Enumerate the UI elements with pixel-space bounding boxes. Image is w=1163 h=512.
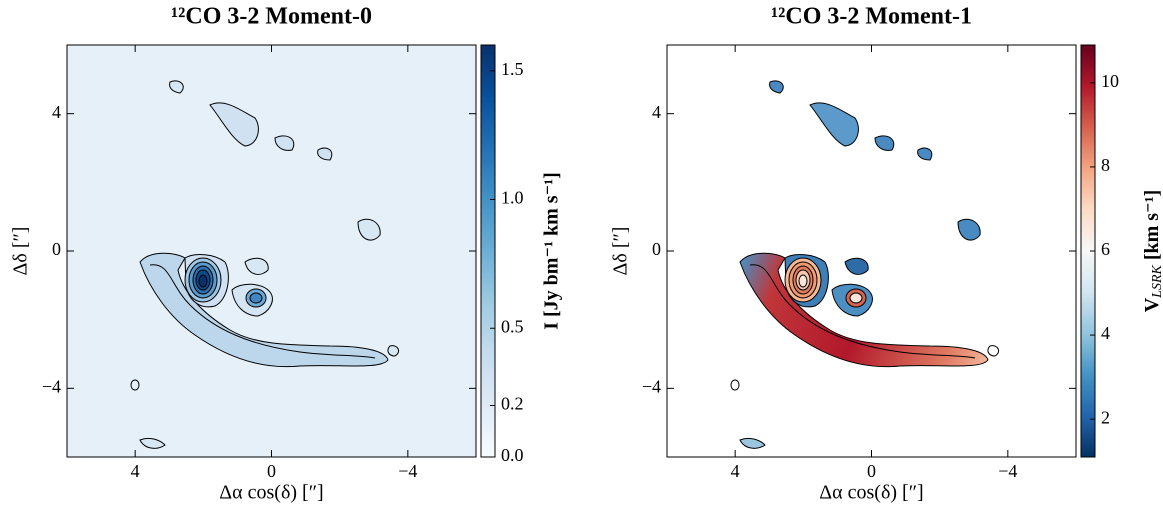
colorbar-tick-label: 1.0 xyxy=(501,188,524,208)
x-tick-label: 4 xyxy=(731,461,740,481)
colorbar-label: VLSRK [km s⁻¹] xyxy=(1141,190,1163,313)
colorbar-tick-label: 8 xyxy=(1101,155,1110,175)
colorbar-label: I [Jy bm⁻¹ km s⁻¹] xyxy=(541,172,563,330)
colorbar-label-main: V xyxy=(1141,297,1163,312)
x-axis-label: Δα cos(δ) [″] xyxy=(819,482,923,504)
y-tick-label: 0 xyxy=(652,239,661,259)
chart-title: ¹²CO 3-2 Moment-0 xyxy=(171,4,372,30)
y-tick-label: −4 xyxy=(42,376,61,396)
colorbar-tick-label: 0.0 xyxy=(501,445,524,465)
colorbar-label-sub: LSRK xyxy=(1150,265,1163,299)
map-right xyxy=(730,80,1000,449)
y-tick-label: 0 xyxy=(52,239,61,259)
map-background xyxy=(67,45,476,457)
colorbar-tick-label: 4 xyxy=(1101,323,1110,343)
y-tick-label: −4 xyxy=(642,376,661,396)
chart-title: ¹²CO 3-2 Moment-1 xyxy=(771,4,972,30)
x-tick-label: 0 xyxy=(267,461,276,481)
colorbar-label-unit: [km s⁻¹] xyxy=(1141,190,1163,265)
x-tick-label: −4 xyxy=(398,461,417,481)
colorbar-tick-label: 0.2 xyxy=(501,394,524,414)
y-tick-label: 4 xyxy=(652,102,661,122)
plot-frame xyxy=(666,44,1077,458)
colorbar-tick-label: 2 xyxy=(1101,407,1110,427)
y-axis-label: Δδ [″] xyxy=(10,227,32,276)
x-tick-label: 4 xyxy=(131,461,140,481)
x-axis-label: Δα cos(δ) [″] xyxy=(219,482,323,504)
colorbar-tick-label: 10 xyxy=(1101,71,1119,91)
map-left xyxy=(130,80,400,449)
x-tick-label: 0 xyxy=(867,461,876,481)
y-tick-label: 4 xyxy=(52,102,61,122)
y-axis-label: Δδ [″] xyxy=(610,227,632,276)
colorbar-tick-label: 1.5 xyxy=(501,59,524,79)
colorbar-tick-label: 0.5 xyxy=(501,316,524,336)
x-tick-label: −4 xyxy=(998,461,1017,481)
colorbar xyxy=(480,44,496,458)
colorbar-tick-label: 6 xyxy=(1101,239,1110,259)
